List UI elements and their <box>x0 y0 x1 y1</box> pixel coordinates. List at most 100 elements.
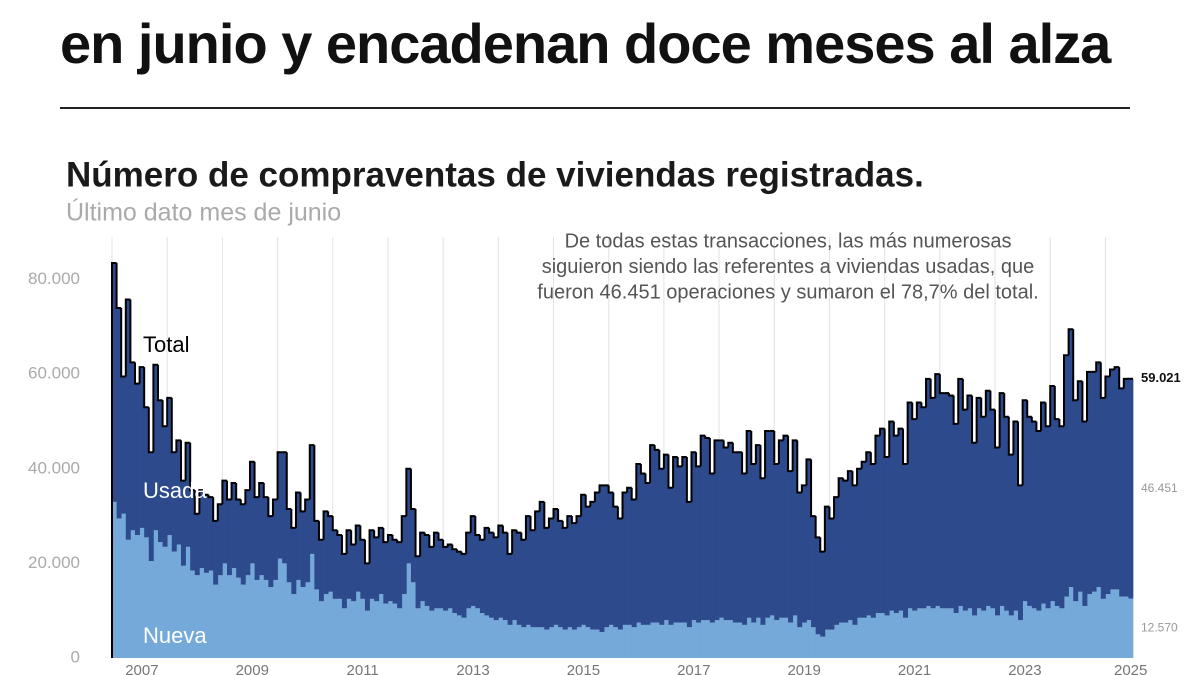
total-outline <box>975 396 982 443</box>
bar-segment <box>571 523 577 630</box>
bar-segment <box>121 513 127 658</box>
total-outline <box>800 484 807 493</box>
bar-segment <box>415 556 421 609</box>
total-outline <box>948 393 954 397</box>
total-outline <box>524 515 531 540</box>
y-tick-label: 0 <box>71 647 80 666</box>
total-outline <box>828 506 835 520</box>
bar-segment <box>1123 596 1129 658</box>
bar-segment <box>530 627 536 658</box>
bar-segment <box>231 482 237 569</box>
bar-segment <box>466 608 472 658</box>
bar-segment <box>898 428 904 611</box>
bar-segment <box>1050 601 1056 658</box>
bar-segment <box>778 617 784 658</box>
total-outline <box>313 445 319 522</box>
bar-segment <box>705 438 711 621</box>
bar-segment <box>631 627 637 658</box>
bar-segment <box>847 471 853 621</box>
total-outline <box>396 539 402 544</box>
bar-segment <box>1068 587 1074 658</box>
total-outline <box>814 516 821 539</box>
total-outline <box>478 535 485 541</box>
total-outline <box>906 401 913 465</box>
bar-segment <box>608 624 614 658</box>
bar-segment <box>309 445 315 554</box>
bar-segment <box>544 629 550 658</box>
bar-segment <box>820 636 826 658</box>
total-outline <box>193 490 200 515</box>
bar-segment <box>134 383 140 536</box>
bar-segment <box>539 627 545 658</box>
total-outline <box>184 441 191 481</box>
bar-segment <box>475 608 481 658</box>
bar-segment <box>502 620 508 658</box>
bar-segment <box>277 558 283 658</box>
total-outline <box>805 458 812 486</box>
total-outline <box>1021 399 1028 486</box>
total-outline <box>971 395 977 444</box>
bar-segment <box>1119 388 1125 597</box>
total-outline <box>202 490 209 496</box>
bar-segment <box>958 378 964 606</box>
bar-segment <box>493 537 499 621</box>
total-outline <box>741 452 747 475</box>
bar-segment <box>420 601 426 658</box>
bar-segment <box>291 527 297 595</box>
bar-segment <box>824 506 830 630</box>
total-outline <box>754 444 761 465</box>
bar-segment <box>199 568 205 658</box>
bar-segment <box>1027 605 1033 658</box>
bar-segment <box>139 367 145 528</box>
total-outline <box>782 434 789 441</box>
total-outline <box>391 535 398 541</box>
total-outline <box>350 530 356 546</box>
bar-segment <box>1091 371 1097 592</box>
total-outline <box>446 543 453 547</box>
bar-segment <box>268 587 274 658</box>
bar-segment <box>1110 589 1115 658</box>
bar-segment <box>916 608 922 658</box>
total-outline <box>543 501 549 529</box>
bar-segment <box>599 631 605 658</box>
x-tick-label: 2021 <box>898 662 931 675</box>
bar-segment <box>861 461 867 618</box>
bar-segment <box>847 620 853 658</box>
bar-segment <box>1068 329 1074 588</box>
bar-segment <box>295 579 301 658</box>
bar-segment <box>737 452 743 623</box>
bar-segment <box>470 516 476 606</box>
total-outline <box>115 263 122 309</box>
total-outline <box>414 508 421 558</box>
bar-segment <box>765 617 771 658</box>
bar-segment <box>314 589 320 658</box>
bar-segment <box>788 622 794 658</box>
bar-segment <box>719 617 725 658</box>
series-label: Usada <box>143 478 207 503</box>
bar-segment <box>880 428 885 614</box>
bar-segment <box>167 397 173 536</box>
bar-segment <box>355 525 361 592</box>
bar-segment <box>815 537 821 635</box>
x-tick-label: 2017 <box>677 662 710 675</box>
bar-segment <box>903 617 908 658</box>
bar-segment <box>1119 596 1125 658</box>
bar-segment <box>332 530 338 599</box>
total-outline <box>616 506 623 520</box>
total-outline <box>520 532 526 541</box>
bar-segment <box>475 535 481 609</box>
bar-segment <box>599 485 605 632</box>
bar-segment <box>962 409 968 611</box>
bar-segment <box>438 608 444 658</box>
bar-segment <box>935 605 941 658</box>
bar-segment <box>990 608 996 658</box>
total-outline <box>368 529 375 564</box>
bar-segment <box>148 452 154 562</box>
bar-segment <box>769 430 775 616</box>
total-outline <box>166 396 172 427</box>
bar-segment <box>617 629 623 658</box>
bar-segment <box>622 492 628 625</box>
bar-segment <box>360 539 366 599</box>
bar-segment <box>309 553 315 658</box>
bar-segment <box>498 525 504 618</box>
